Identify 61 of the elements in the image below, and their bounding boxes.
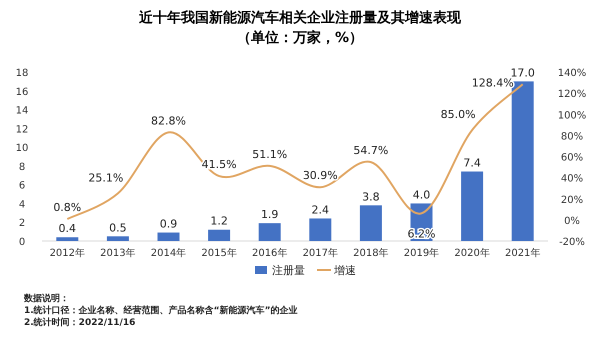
- data-label: 82.8%: [151, 114, 186, 128]
- bar: [158, 232, 180, 241]
- legend-label: 增速: [333, 264, 356, 277]
- bar: [56, 237, 78, 241]
- y2-tick-label: 60%: [560, 152, 584, 164]
- bar: [512, 81, 534, 241]
- y-tick-label: 10: [16, 143, 28, 154]
- y-tick-label: 12: [16, 124, 28, 136]
- data-label: 1.9: [260, 208, 278, 222]
- text: 2.统计时间：2022/11/16: [24, 317, 136, 328]
- y-tick-label: 16: [16, 86, 28, 98]
- y-tick-label: 0: [18, 237, 26, 248]
- x-tick-label: 2014年: [150, 247, 186, 259]
- y2-tick-label: 20%: [560, 194, 584, 206]
- y-tick-label: 14: [16, 106, 28, 117]
- data-label: 4.0: [412, 188, 430, 202]
- x-tick-label: 2015年: [201, 247, 237, 259]
- y-tick-label: 2: [18, 218, 26, 230]
- bar: [258, 223, 281, 241]
- bar: [208, 230, 230, 241]
- data-label: 3.8: [362, 190, 380, 204]
- data-label: 0.8%: [53, 201, 82, 214]
- data-label: 25.1%: [88, 171, 124, 184]
- x-tick-label: 2016年: [252, 247, 288, 259]
- data-label: 0.4: [58, 222, 76, 236]
- y-tick-label: 18: [16, 68, 28, 79]
- chart-title: 近十年我国新能源汽车相关企业注册量及其增速表现: [138, 9, 462, 26]
- bar: [461, 172, 484, 241]
- y2-tick-label: 100%: [558, 110, 586, 122]
- y2-tick-label: 40%: [560, 174, 584, 185]
- legend-label: 注册量: [272, 264, 305, 277]
- x-tick-label: 2012年: [50, 247, 86, 259]
- y-tick-label: 8: [18, 162, 26, 173]
- y2-tick-label: 0%: [564, 216, 580, 227]
- bar: [309, 218, 332, 241]
- data-label: 0.9: [160, 218, 178, 231]
- y-tick-label: 4: [18, 199, 26, 210]
- data-label: 51.1%: [252, 148, 288, 161]
- data-label: 7.4: [463, 156, 481, 170]
- x-tick-label: 2013年: [100, 247, 136, 259]
- data-label: 30.9%: [302, 169, 338, 182]
- text: 数据说明：: [23, 293, 69, 304]
- y2-tick-label: 120%: [558, 89, 586, 100]
- bar: [360, 205, 382, 241]
- data-label: 0.5: [109, 221, 127, 234]
- x-tick-label: 2017年: [302, 247, 338, 259]
- x-tick-label: 2019年: [404, 247, 440, 259]
- y2-tick-label: 80%: [560, 131, 584, 142]
- data-label: 1.2: [210, 214, 228, 228]
- data-label: 85.0%: [440, 108, 476, 122]
- y2-tick-label: 140%: [558, 68, 586, 79]
- x-tick-label: 2018年: [353, 247, 389, 259]
- x-tick-label: 2020年: [454, 247, 490, 259]
- chart-subtitle: （单位：万家，%）: [236, 29, 364, 46]
- data-label: 2.4: [312, 203, 330, 216]
- y2-tick-label: -20%: [559, 237, 585, 248]
- x-tick-label: 2021年: [504, 247, 540, 259]
- y-tick-label: 6: [18, 180, 26, 192]
- text: 1.统计口径：企业名称、经营范围、产品名称含“新能源汽车”的企业: [24, 305, 298, 316]
- data-label: 54.7%: [353, 144, 388, 158]
- bar: [106, 236, 129, 241]
